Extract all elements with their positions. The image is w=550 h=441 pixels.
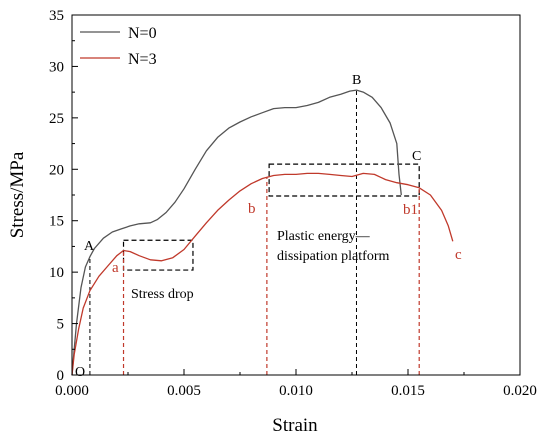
label-A: A [84, 239, 95, 254]
label-platform-line1: Plastic energy— [277, 229, 371, 244]
axes [71, 14, 521, 376]
platform-box [268, 163, 420, 197]
label-C: C [412, 149, 421, 164]
x-tick-label: 0.015 [391, 383, 425, 399]
guide-lines [89, 90, 420, 375]
y-tick-label: 10 [49, 265, 64, 281]
legend: N=0 N=3 [80, 25, 157, 68]
label-platform-line2: dissipation platform [277, 249, 389, 264]
x-axis-title: Strain [272, 415, 318, 436]
label-c: c [455, 247, 462, 263]
y-tick-label: 20 [49, 162, 64, 178]
x-tick-label: 0.005 [167, 383, 201, 399]
y-axis-title: Stress/MPa [7, 151, 28, 238]
x-tick-label: 0.000 [55, 383, 89, 399]
label-a: a [112, 260, 119, 276]
label-O: O [75, 365, 85, 380]
legend-label-n0: N=0 [128, 25, 157, 42]
annotation-boxes [122, 163, 420, 271]
stress-drop-box [122, 239, 194, 271]
y-tick-label: 25 [49, 111, 64, 127]
y-tick-label: 30 [49, 59, 64, 75]
plot-frame [71, 14, 521, 376]
label-b1: b1 [403, 202, 418, 218]
series-line-n0 [71, 89, 402, 376]
x-tick-label: 0.020 [503, 383, 537, 399]
label-b: b [248, 201, 256, 217]
x-tick-label: 0.010 [279, 383, 313, 399]
y-tick-label: 15 [49, 214, 64, 230]
label-B: B [352, 73, 361, 88]
y-tick-label: 35 [49, 8, 64, 24]
y-tick-label: 0 [57, 368, 65, 384]
y-tick-label: 5 [57, 317, 65, 333]
ticks: 0.000 0.005 0.010 0.015 0.020 0 5 10 15 20 25 30 35 [49, 8, 537, 399]
legend-label-n3: N=3 [128, 51, 157, 68]
series-line-n3 [71, 172, 454, 376]
label-stress-drop: Stress drop [131, 287, 194, 302]
series-lines [71, 89, 454, 376]
